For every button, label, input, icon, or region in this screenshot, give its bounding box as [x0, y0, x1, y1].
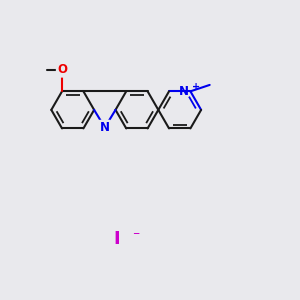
- Text: O: O: [57, 63, 67, 76]
- Text: N: N: [179, 85, 189, 98]
- Text: ⁻: ⁻: [132, 229, 140, 243]
- Text: I: I: [114, 230, 120, 248]
- Text: +: +: [192, 82, 200, 92]
- Text: N: N: [100, 121, 110, 134]
